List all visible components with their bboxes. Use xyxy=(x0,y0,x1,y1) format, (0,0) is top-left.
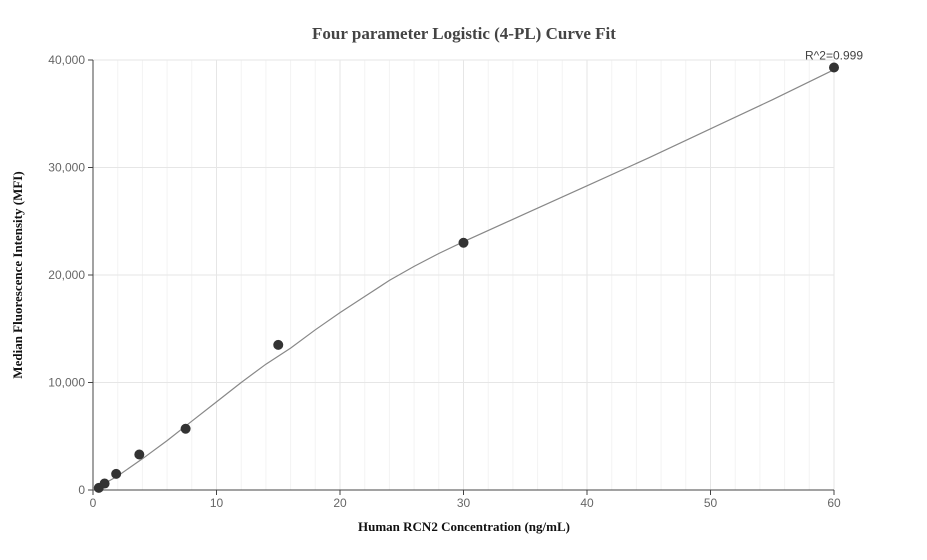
major-gridlines xyxy=(93,59,835,490)
data-point xyxy=(134,449,145,460)
x-tick-label: 10 xyxy=(210,496,224,510)
x-tick-label: 60 xyxy=(827,496,841,510)
y-tick-label: 20,000 xyxy=(48,268,85,282)
y-tick-label: 30,000 xyxy=(48,161,85,175)
data-point xyxy=(111,468,122,479)
data-point xyxy=(180,423,191,434)
fit-curve xyxy=(92,69,835,491)
x-tick-label: 20 xyxy=(333,496,347,510)
y-tick-label: 0 xyxy=(78,483,85,497)
x-tick-label: 0 xyxy=(90,496,97,510)
x-tick-label: 40 xyxy=(580,496,594,510)
data-point xyxy=(273,339,284,350)
r-squared-annotation: R^2=0.999 xyxy=(805,49,863,63)
y-axis-ticks: 0 10,000 20,000 30,000 40,000 xyxy=(48,53,93,497)
x-axis-ticks: 0 10 20 30 40 50 60 xyxy=(90,490,841,510)
y-axis-title: Median Fluorescence Intensity (MFI) xyxy=(10,171,25,378)
x-tick-label: 50 xyxy=(704,496,718,510)
data-point xyxy=(458,237,469,248)
x-axis-title: Human RCN2 Concentration (ng/mL) xyxy=(358,519,570,534)
y-tick-label: 40,000 xyxy=(48,53,85,67)
data-point xyxy=(829,62,839,73)
chart-title: Four parameter Logistic (4-PL) Curve Fit xyxy=(312,24,616,43)
data-point xyxy=(99,478,110,489)
y-tick-label: 10,000 xyxy=(48,376,85,390)
data-points xyxy=(93,62,839,493)
x-tick-label: 30 xyxy=(457,496,471,510)
